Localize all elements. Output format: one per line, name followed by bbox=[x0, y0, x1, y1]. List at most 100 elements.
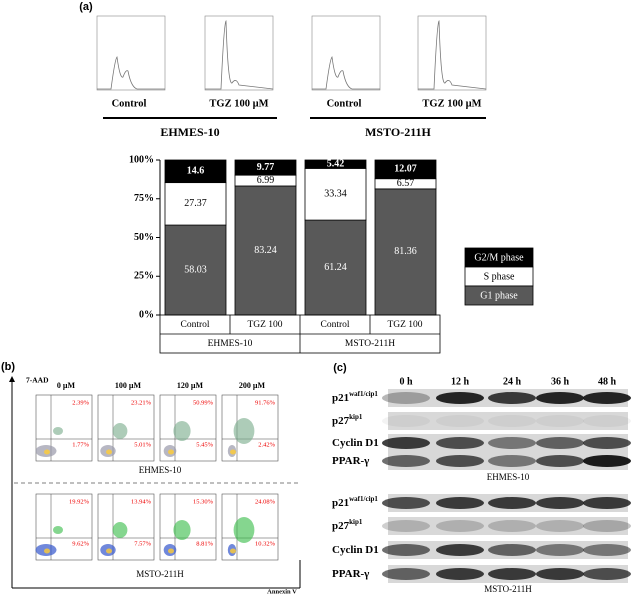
cell-population bbox=[233, 418, 255, 444]
bar-value-label: 5.42 bbox=[327, 158, 345, 169]
blot-band bbox=[436, 437, 484, 449]
blot-band bbox=[536, 437, 584, 449]
bar-segment bbox=[304, 168, 367, 221]
blot-band bbox=[583, 520, 631, 532]
time-label: 36 h bbox=[551, 376, 570, 387]
blot-band bbox=[536, 568, 584, 580]
percent-upper: 50.99% bbox=[193, 399, 214, 406]
cell-population-core bbox=[44, 449, 50, 455]
category-label: TGZ 100 bbox=[247, 320, 282, 330]
protein-name: p27 bbox=[332, 415, 350, 427]
cell-population bbox=[53, 526, 63, 534]
protein-label: p27kip1 bbox=[332, 518, 363, 532]
bar-value-label: 83.24 bbox=[254, 245, 277, 256]
y-tick-label: 0% bbox=[139, 309, 154, 320]
protein-name: Cyclin D1 bbox=[332, 437, 379, 449]
blot-band bbox=[488, 520, 536, 532]
blot-band bbox=[536, 392, 584, 404]
bar-segment bbox=[164, 159, 227, 184]
bar-value-label: 33.34 bbox=[324, 189, 347, 200]
cell-population-core bbox=[230, 449, 236, 455]
percent-upper: 24.08% bbox=[255, 498, 276, 505]
blot-band bbox=[436, 415, 484, 427]
blot-band bbox=[583, 455, 631, 467]
bar-segment bbox=[164, 224, 227, 316]
cell-population bbox=[173, 520, 191, 540]
percent-upper: 91.76% bbox=[255, 399, 276, 406]
percent-lower: 1.77% bbox=[72, 441, 89, 448]
time-label: 48 h bbox=[598, 376, 617, 387]
blot-band bbox=[436, 568, 484, 580]
protein-name: PPAR-γ bbox=[332, 568, 369, 580]
histogram-frame bbox=[204, 15, 274, 91]
cell-line-label: EHMES-10 bbox=[487, 472, 530, 482]
blot-band bbox=[488, 392, 536, 404]
cell-line-label: MSTO-211H bbox=[365, 125, 431, 139]
cell-line-label: MSTO-211H bbox=[484, 584, 532, 594]
blot-strip bbox=[388, 517, 628, 535]
y-axis-label: 7-AAD bbox=[26, 376, 49, 385]
category-label: Control bbox=[320, 320, 349, 330]
blot-band bbox=[382, 520, 430, 532]
group-label: EHMES-10 bbox=[208, 339, 253, 349]
blot-band bbox=[536, 497, 584, 509]
cell-population-core bbox=[168, 548, 174, 554]
protein-superscript: waf1/cip1 bbox=[349, 390, 378, 398]
blot-band bbox=[536, 455, 584, 467]
protein-label: p21waf1/cip1 bbox=[332, 495, 378, 509]
cell-population bbox=[233, 517, 255, 543]
axis-arrow bbox=[9, 376, 15, 382]
bar-value-label: 58.03 bbox=[184, 264, 207, 275]
bar-segment bbox=[304, 219, 367, 316]
protein-label: p27kip1 bbox=[332, 413, 363, 427]
legend-label: G2/M phase bbox=[474, 252, 524, 263]
cell-population-core bbox=[44, 548, 50, 554]
protein-label: p21waf1/cip1 bbox=[332, 390, 378, 404]
cell-population bbox=[112, 423, 128, 439]
protein-superscript: kip1 bbox=[349, 518, 363, 526]
blot-band bbox=[436, 455, 484, 467]
percent-lower: 8.81% bbox=[196, 540, 213, 547]
panel-label: (c) bbox=[333, 362, 347, 374]
protein-name: Cyclin D1 bbox=[332, 544, 379, 556]
percent-lower: 10.32% bbox=[255, 540, 276, 547]
blot-band bbox=[536, 415, 584, 427]
histogram-frame bbox=[96, 15, 166, 91]
blot-band bbox=[583, 415, 631, 427]
percent-upper: 15.30% bbox=[193, 498, 214, 505]
blot-band bbox=[488, 415, 536, 427]
protein-label: PPAR-γ bbox=[332, 455, 369, 467]
x-axis-label: Annexin V bbox=[267, 588, 297, 595]
percent-lower: 2.42% bbox=[258, 441, 275, 448]
histogram-frame bbox=[417, 15, 487, 91]
blot-band bbox=[583, 497, 631, 509]
cell-population-core bbox=[230, 548, 236, 554]
histogram-label: TGZ 100 µM bbox=[209, 98, 268, 109]
protein-name: PPAR-γ bbox=[332, 455, 369, 467]
blot-band bbox=[488, 568, 536, 580]
bar-segment bbox=[374, 188, 437, 316]
bar-segment bbox=[164, 182, 227, 226]
concentration-label: 200 µM bbox=[239, 381, 266, 390]
bar-value-label: 12.07 bbox=[394, 164, 417, 175]
histogram-curve bbox=[205, 20, 274, 90]
histogram-curve bbox=[97, 56, 165, 90]
blot-band bbox=[583, 437, 631, 449]
cell-population bbox=[173, 421, 191, 441]
cell-line-label: EHMES-10 bbox=[160, 125, 219, 139]
cell-population-core bbox=[106, 548, 112, 554]
cell-line-label: EHMES-10 bbox=[139, 465, 182, 475]
percent-upper: 13.94% bbox=[131, 498, 152, 505]
bar-value-label: 9.77 bbox=[257, 162, 275, 173]
blot-band bbox=[488, 437, 536, 449]
blot-band bbox=[583, 568, 631, 580]
blot-band bbox=[583, 392, 631, 404]
protein-name: p27 bbox=[332, 520, 350, 532]
blot-band bbox=[436, 520, 484, 532]
category-label: TGZ 100 bbox=[387, 320, 422, 330]
blot-band bbox=[382, 497, 430, 509]
concentration-label: 100 µM bbox=[115, 381, 142, 390]
time-label: 12 h bbox=[451, 376, 470, 387]
bar-segment bbox=[234, 159, 297, 176]
